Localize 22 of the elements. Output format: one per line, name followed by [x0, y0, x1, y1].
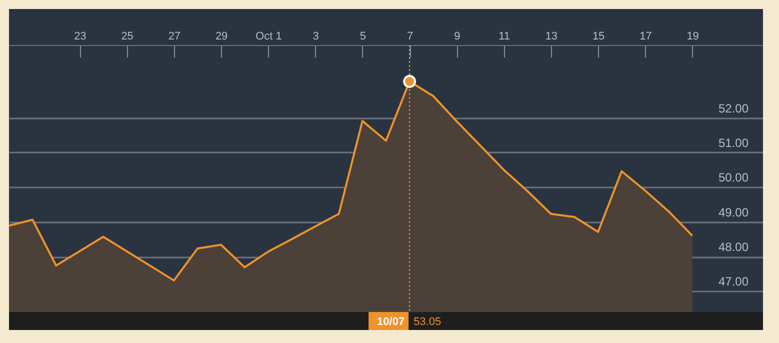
y-tick-label: 50.00 [718, 170, 749, 185]
x-tick-label: 23 [74, 30, 86, 42]
x-tick-label: 9 [454, 30, 460, 42]
x-tick-label: 3 [312, 30, 319, 42]
x-tick-label: Oct 1 [256, 30, 282, 42]
y-tick-label: 52.00 [718, 101, 749, 116]
y-tick-label: 48.00 [718, 240, 749, 254]
y-tick-label: 51.00 [718, 136, 749, 150]
x-tick-label: 11 [498, 30, 510, 42]
x-tick-label: 25 [121, 30, 134, 42]
x-tick-label: 15 [592, 30, 605, 42]
y-tick-label: 47.00 [718, 274, 749, 289]
x-tick-label: 29 [215, 30, 228, 42]
y-tick-label: 49.00 [718, 205, 749, 220]
x-tick-label: 17 [640, 30, 652, 42]
x-tick-label: 13 [545, 30, 558, 42]
text: 53.05 [414, 316, 442, 328]
x-tick-label: 27 [168, 30, 181, 42]
x-tick-label: 5 [360, 30, 366, 42]
x-tick-label: 7 [407, 30, 414, 42]
ref-line-label: 10/07 [377, 316, 405, 328]
x-tick-label: 19 [686, 30, 699, 42]
